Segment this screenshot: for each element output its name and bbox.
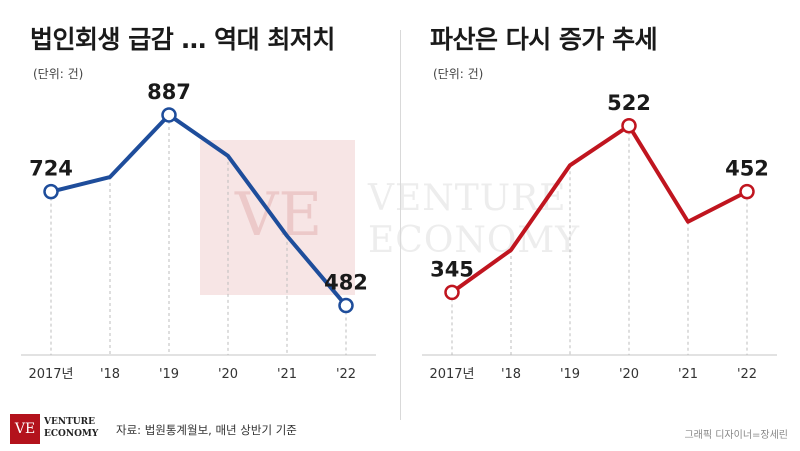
data-point-marker <box>43 183 59 200</box>
x-tick-label: '22 <box>336 367 356 382</box>
left-line-chart: 2017년 '18 '19 '20 '21 '22 724 887 482 <box>21 80 376 382</box>
data-point-marker <box>444 284 460 301</box>
series-line <box>49 112 348 308</box>
data-point-marker <box>739 183 755 200</box>
left-chart-title: 법인회생 급감 … 역대 최저치 <box>30 25 335 54</box>
x-tick-label: '21 <box>678 367 698 382</box>
logo-wordmark: VENTURE ECONOMY <box>44 416 98 440</box>
source-note: 자료: 법원통계월보, 매년 상반기 기준 <box>116 423 297 437</box>
series-line <box>450 123 749 295</box>
graphic-credit: 그래픽 디자이너=장세린 <box>684 430 788 441</box>
x-tick-label: '21 <box>277 367 297 382</box>
x-tick-label: 2017년 <box>28 367 73 382</box>
watermark-logo-box: VE <box>200 140 355 295</box>
data-value-label: 482 <box>324 271 368 295</box>
right-chart-panel: 파산은 다시 증가 추세 (단위: 건) 2017년 '18 '19 '20 '21 '2… <box>400 0 800 410</box>
watermark-letters: VE <box>235 180 323 250</box>
data-point-marker <box>621 118 637 134</box>
left-chart-panel: 법인회생 급감 … 역대 최저치 (단위: 건) 2017년 '18 '19 '20 '… <box>0 0 400 410</box>
panel-divider <box>400 30 401 420</box>
x-tick-label: '18 <box>100 367 120 382</box>
watermark: VE VENTURE ECONOMY <box>200 140 620 295</box>
left-chart-unit: (단위: 건) <box>33 67 84 81</box>
x-tick-label: '20 <box>619 367 639 382</box>
logo-letters: VE <box>14 421 36 437</box>
data-value-label: 452 <box>725 157 769 181</box>
x-tick-label: '22 <box>737 367 757 382</box>
x-tick-label: 2017년 <box>429 367 474 382</box>
watermark-line-2: ECONOMY <box>368 220 580 261</box>
venture-economy-logo: VE <box>10 414 40 444</box>
logo-line-1: VENTURE <box>44 417 95 427</box>
x-tick-label: '19 <box>560 367 580 382</box>
data-point-marker <box>161 107 177 123</box>
data-point-marker <box>338 297 354 314</box>
right-chart-title: 파산은 다시 증가 추세 <box>430 25 658 54</box>
data-value-label: 522 <box>607 91 651 115</box>
x-tick-label: '19 <box>159 367 179 382</box>
footer: VE VENTURE ECONOMY 자료: 법원통계월보, 매년 상반기 기준… <box>0 410 800 451</box>
x-tick-label: '18 <box>501 367 521 382</box>
right-chart-unit: (단위: 건) <box>433 67 484 81</box>
data-value-label: 887 <box>147 80 191 104</box>
x-tick-label: '20 <box>218 367 238 382</box>
data-value-label: 345 <box>430 257 474 281</box>
logo-line-2: ECONOMY <box>44 429 99 439</box>
right-line-chart: 2017년 '18 '19 '20 '21 '22 345 522 452 <box>422 91 777 382</box>
data-value-label: 724 <box>29 157 73 181</box>
